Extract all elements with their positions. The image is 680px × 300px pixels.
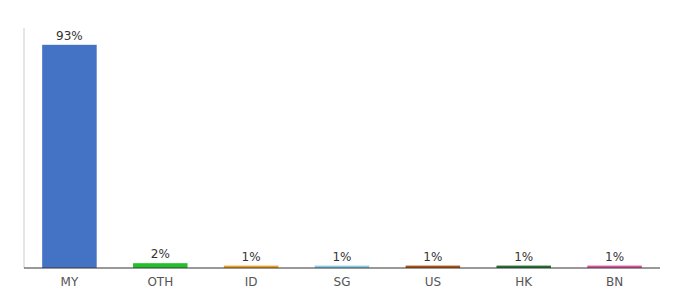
data-label: 1% xyxy=(423,250,442,264)
data-label: 1% xyxy=(514,250,533,264)
data-label: 1% xyxy=(242,250,261,264)
x-tick-label: OTH xyxy=(147,275,173,289)
x-tick-label: BN xyxy=(606,275,623,289)
y-axis-line xyxy=(24,28,25,268)
x-tick-label: SG xyxy=(334,275,351,289)
bars xyxy=(42,45,642,268)
x-tick-label: HK xyxy=(515,275,533,289)
x-tick-label: US xyxy=(425,275,441,289)
data-label: 1% xyxy=(605,250,624,264)
data-label: 1% xyxy=(332,250,351,264)
bar xyxy=(133,263,188,268)
chart: MY OTH ID SG US HK BN 93% 2% 1% 1% 1% 1% 1% xyxy=(0,0,680,300)
bar xyxy=(42,45,97,268)
data-label: 93% xyxy=(56,29,83,43)
x-axis-line xyxy=(24,268,660,269)
x-tick-label: MY xyxy=(61,275,79,289)
data-label: 2% xyxy=(151,247,170,261)
x-tick-label: ID xyxy=(245,275,258,289)
